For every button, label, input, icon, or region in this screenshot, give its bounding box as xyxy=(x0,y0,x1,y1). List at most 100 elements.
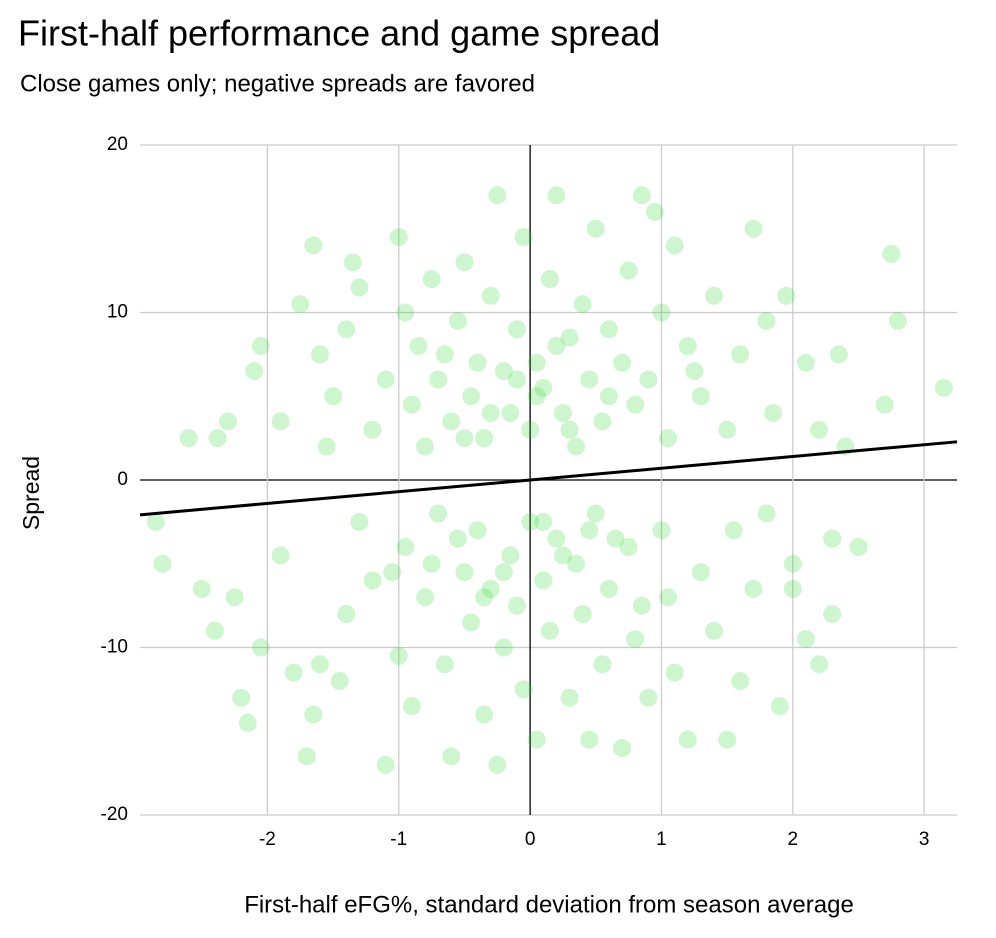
point xyxy=(770,697,789,716)
point xyxy=(580,730,599,749)
point xyxy=(363,571,382,590)
point xyxy=(396,538,415,556)
point xyxy=(645,203,664,221)
point xyxy=(429,504,448,523)
point xyxy=(468,521,487,540)
point xyxy=(731,345,750,364)
point xyxy=(527,730,546,749)
point xyxy=(494,362,513,381)
point xyxy=(409,337,428,355)
point xyxy=(153,554,172,573)
point xyxy=(691,563,710,582)
point xyxy=(580,370,599,389)
point xyxy=(626,395,645,414)
point xyxy=(547,337,566,355)
point xyxy=(448,311,467,330)
point xyxy=(291,295,310,314)
point xyxy=(468,353,487,372)
point xyxy=(560,328,579,347)
x-tick-label: 2 xyxy=(788,829,799,850)
point xyxy=(205,621,224,640)
point xyxy=(507,320,526,339)
point xyxy=(796,630,815,649)
point xyxy=(829,345,848,364)
point xyxy=(521,420,540,439)
point xyxy=(442,747,461,766)
point xyxy=(402,697,421,716)
point xyxy=(317,437,336,456)
point xyxy=(718,730,737,749)
point xyxy=(245,362,264,381)
point xyxy=(573,295,592,314)
point xyxy=(619,261,638,280)
point xyxy=(744,219,763,238)
point xyxy=(613,739,632,757)
point xyxy=(219,412,238,431)
point xyxy=(297,747,316,766)
point xyxy=(823,529,842,548)
point xyxy=(350,512,369,531)
point xyxy=(586,219,605,238)
point xyxy=(888,311,907,330)
point xyxy=(337,605,356,623)
point xyxy=(757,504,776,523)
point xyxy=(416,437,435,456)
point xyxy=(488,755,507,774)
point xyxy=(619,538,638,556)
point xyxy=(567,437,586,456)
point xyxy=(521,512,540,531)
point xyxy=(652,303,671,322)
point xyxy=(494,638,513,657)
point xyxy=(527,353,546,372)
point xyxy=(626,630,645,649)
point xyxy=(402,395,421,414)
point xyxy=(363,420,382,439)
x-tick-label: 0 xyxy=(525,829,536,850)
point xyxy=(475,705,494,724)
y-axis-label: Spread xyxy=(18,456,44,530)
point xyxy=(659,588,678,607)
point xyxy=(810,420,829,439)
point xyxy=(284,663,303,682)
y-tick-label: -20 xyxy=(101,804,128,825)
point xyxy=(310,345,329,364)
point xyxy=(330,672,349,690)
x-tick-label: -1 xyxy=(390,829,407,850)
point xyxy=(678,337,697,355)
point xyxy=(422,554,441,573)
point xyxy=(632,186,651,205)
point xyxy=(593,412,612,431)
point xyxy=(599,320,618,339)
point xyxy=(553,404,572,422)
point xyxy=(475,588,494,607)
point xyxy=(481,579,500,598)
point xyxy=(416,588,435,607)
x-tick-label: 1 xyxy=(656,829,667,850)
point xyxy=(534,571,553,590)
point xyxy=(534,378,553,397)
point xyxy=(481,286,500,305)
point xyxy=(849,538,868,556)
point xyxy=(540,621,559,640)
point xyxy=(599,387,618,406)
point xyxy=(389,646,408,665)
point xyxy=(882,244,901,263)
point xyxy=(599,579,618,598)
point xyxy=(567,554,586,573)
point xyxy=(383,563,402,582)
point xyxy=(304,705,323,724)
point xyxy=(475,429,494,448)
point xyxy=(271,546,290,565)
point xyxy=(251,638,270,657)
x-tick-label: -2 xyxy=(259,829,276,850)
point xyxy=(192,579,211,598)
point xyxy=(514,680,533,699)
point xyxy=(593,655,612,674)
x-axis-label: First-half eFG%, standard deviation from… xyxy=(244,891,854,918)
point xyxy=(501,404,520,422)
point xyxy=(757,311,776,330)
point xyxy=(488,186,507,205)
chart-subtitle: Close games only; negative spreads are f… xyxy=(20,70,535,97)
point xyxy=(613,353,632,372)
point xyxy=(448,529,467,548)
